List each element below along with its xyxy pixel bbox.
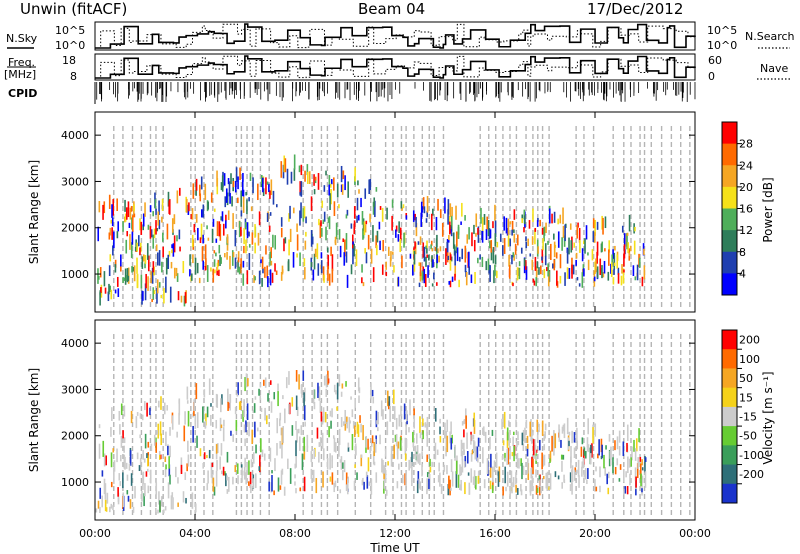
colorbar-segment <box>722 122 737 145</box>
y-tick-label: 1000 <box>61 268 89 281</box>
colorbar-tick-label: 50 <box>739 372 753 385</box>
nave-label: Nave <box>760 62 788 75</box>
x-tick-label: 00:00 <box>679 527 711 540</box>
colorbar-segment <box>722 230 737 253</box>
nave-tick-bottom: 0 <box>708 70 715 83</box>
velocity-colorbar-label: Velocity [m s⁻¹] <box>761 371 775 464</box>
nsearch-tick-bottom: 10^0 <box>707 39 737 52</box>
colorbar-tick-label: 200 <box>739 334 760 347</box>
colorbar-segment <box>722 445 737 466</box>
beam-title: Beam 04 <box>358 0 425 18</box>
nsky-label: N.Sky <box>6 32 38 45</box>
colorbar-tick-label: 100 <box>739 353 760 366</box>
colorbar-tick-label: -50 <box>739 430 757 443</box>
y-tick-label: 2000 <box>61 222 89 235</box>
colorbar-tick-label: 15 <box>739 391 753 404</box>
freq-tick-top: 18 <box>62 54 76 67</box>
colorbar-tick-label: 24 <box>739 159 753 172</box>
x-tick-label: 20:00 <box>579 527 611 540</box>
date-title: 17/Dec/2012 <box>587 0 683 18</box>
colorbar-tick-label: 28 <box>739 138 753 151</box>
colorbar-segment <box>722 165 737 188</box>
cpid-label: CPID <box>8 87 37 100</box>
y-tick-label: 4000 <box>61 337 89 350</box>
nave-tick-top: 60 <box>708 54 722 67</box>
colorbar-tick-label: 8 <box>739 246 746 259</box>
colorbar-segment <box>722 208 737 231</box>
colorbar-tick-label: 12 <box>739 224 753 237</box>
freq-label: Freq. <box>8 56 35 69</box>
power-colorbar: 4 8 12 16 20 24 28 Power [dB] <box>721 121 775 296</box>
nsearch-tick-top: 10^5 <box>707 24 737 37</box>
x-axis-label: Time UT <box>369 541 420 554</box>
colorbar-tick-label: -15 <box>739 411 757 424</box>
colorbar-segment <box>722 464 737 485</box>
colorbar-tick-label: 20 <box>739 181 753 194</box>
power-colorbar-label: Power [dB] <box>761 177 775 242</box>
cpid-strip: CPID <box>8 82 696 104</box>
x-tick-label: 08:00 <box>279 527 311 540</box>
freq-panel: Freq. [MHz] 18 8 Nave 60 0 <box>4 53 790 83</box>
velocity-ylabel: Slant Range [km] <box>27 368 41 472</box>
x-tick-label: 12:00 <box>379 527 411 540</box>
nsky-panel: N.Sky 10^5 10^0 N.Search 10^5 10^0 <box>6 21 795 52</box>
x-tick-label: 00:00 <box>79 527 111 540</box>
nsearch-label: N.Search <box>745 30 795 43</box>
colorbar-segment <box>722 186 737 209</box>
colorbar-segment <box>722 426 737 446</box>
freq-tick-bottom: 8 <box>70 70 77 83</box>
colorbar-segment <box>722 349 737 369</box>
colorbar-tick-label: -200 <box>739 468 764 481</box>
power-ylabel: Slant Range [km] <box>27 160 41 264</box>
station-title: Unwin (fitACF) <box>20 0 127 18</box>
colorbar-segment <box>722 251 737 274</box>
colorbar-segment <box>722 368 737 389</box>
colorbar-tick-label: 16 <box>739 203 753 216</box>
freq-unit: [MHz] <box>4 68 36 81</box>
y-tick-label: 1000 <box>61 476 89 489</box>
colorbar-tick-label: 4 <box>739 267 746 280</box>
colorbar-segment <box>722 330 737 350</box>
velocity-colorbar: 200 100 50 15 -15 -50 -100 -200 Velocity [m s⁻¹… <box>721 329 775 504</box>
y-tick-label: 2000 <box>61 430 89 443</box>
y-tick-label: 3000 <box>61 175 89 188</box>
x-tick-label: 16:00 <box>479 527 511 540</box>
velocity-panel: 1000 2000 3000 4000 Slant Range [km] 00:00 0… <box>27 112 711 554</box>
power-panel: 1000 2000 3000 4000 Slant Range [km] <box>27 111 696 313</box>
colorbar-segment <box>722 406 737 427</box>
colorbar-segment <box>722 143 737 166</box>
y-tick-label: 3000 <box>61 383 89 396</box>
colorbar-segment <box>722 387 737 408</box>
colorbar-segment <box>722 273 737 296</box>
y-tick-label: 4000 <box>61 129 89 142</box>
colorbar-segment <box>722 483 737 504</box>
nsky-tick-top: 10^5 <box>55 24 85 37</box>
x-tick-label: 04:00 <box>179 527 211 540</box>
nsky-tick-bottom: 10^0 <box>55 39 85 52</box>
colorbar-tick-label: -100 <box>739 449 764 462</box>
